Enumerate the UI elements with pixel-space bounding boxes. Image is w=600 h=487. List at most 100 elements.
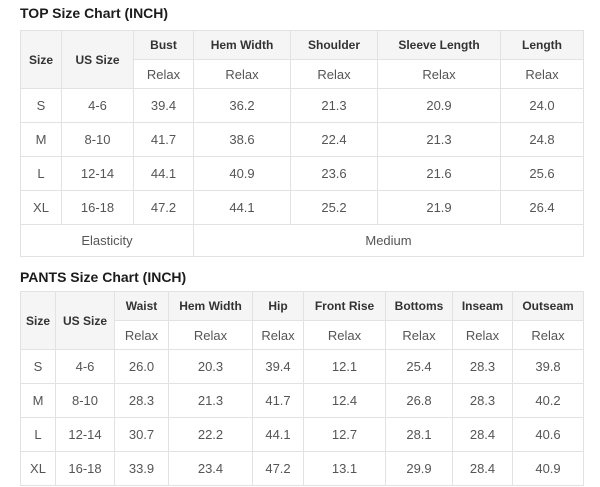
- value-cell: 39.8: [512, 349, 584, 384]
- relax-cell: Relax: [385, 320, 453, 350]
- col-header-inseam: Inseam: [452, 291, 513, 321]
- us-size-cell: 8-10: [55, 383, 115, 418]
- col-header-bottoms: Bottoms: [385, 291, 453, 321]
- value-cell: 28.3: [452, 349, 513, 384]
- value-cell: 44.1: [193, 190, 291, 225]
- value-cell: 22.2: [168, 417, 253, 452]
- col-header-hem-width: Hem Width: [168, 291, 253, 321]
- us-size-cell: 12-14: [61, 156, 134, 191]
- value-cell: 21.3: [168, 383, 253, 418]
- us-size-cell: 16-18: [61, 190, 134, 225]
- relax-cell: Relax: [303, 320, 386, 350]
- col-header-hip: Hip: [252, 291, 304, 321]
- value-cell: 28.1: [385, 417, 453, 452]
- table-row-xl: XL 16-18 33.9 23.4 47.2 13.1 29.9 28.4 4…: [20, 451, 584, 486]
- table-row-m: M 8-10 41.7 38.6 22.4 21.3 24.8: [20, 122, 584, 157]
- value-cell: 39.4: [133, 88, 194, 123]
- value-cell: 24.0: [500, 88, 584, 123]
- relax-cell: Relax: [193, 59, 291, 89]
- value-cell: 44.1: [133, 156, 194, 191]
- value-cell: 25.4: [385, 349, 453, 384]
- relax-cell: Relax: [500, 59, 584, 89]
- value-cell: 26.4: [500, 190, 584, 225]
- col-header-bust: Bust: [133, 30, 194, 60]
- value-cell: 39.4: [252, 349, 304, 384]
- value-cell: 33.9: [114, 451, 169, 486]
- relax-cell: Relax: [452, 320, 513, 350]
- table-row-s: S 4-6 39.4 36.2 21.3 20.9 24.0: [20, 88, 584, 123]
- value-cell: 28.4: [452, 451, 513, 486]
- relax-cell: Relax: [377, 59, 501, 89]
- value-cell: 20.9: [377, 88, 501, 123]
- col-header-length: Length: [500, 30, 584, 60]
- relax-cell: Relax: [512, 320, 584, 350]
- size-cell: M: [20, 383, 56, 418]
- value-cell: 40.2: [512, 383, 584, 418]
- value-cell: 40.9: [193, 156, 291, 191]
- value-cell: 38.6: [193, 122, 291, 157]
- col-header-outseam: Outseam: [512, 291, 584, 321]
- value-cell: 21.3: [377, 122, 501, 157]
- size-cell: M: [20, 122, 62, 157]
- elasticity-value: Medium: [193, 224, 584, 257]
- value-cell: 23.4: [168, 451, 253, 486]
- value-cell: 13.1: [303, 451, 386, 486]
- relax-cell: Relax: [290, 59, 378, 89]
- value-cell: 24.8: [500, 122, 584, 157]
- value-cell: 36.2: [193, 88, 291, 123]
- table-row-l: L 12-14 44.1 40.9 23.6 21.6 25.6: [20, 156, 584, 191]
- table-row-s: S 4-6 26.0 20.3 39.4 12.1 25.4 28.3 39.8: [20, 349, 584, 384]
- col-header-front-rise: Front Rise: [303, 291, 386, 321]
- elasticity-label: Elasticity: [20, 224, 194, 257]
- size-cell: XL: [20, 190, 62, 225]
- value-cell: 25.2: [290, 190, 378, 225]
- value-cell: 41.7: [133, 122, 194, 157]
- table-row-xl: XL 16-18 47.2 44.1 25.2 21.9 26.4: [20, 190, 584, 225]
- col-header-shoulder: Shoulder: [290, 30, 378, 60]
- value-cell: 29.9: [385, 451, 453, 486]
- value-cell: 40.6: [512, 417, 584, 452]
- us-size-cell: 4-6: [61, 88, 134, 123]
- relax-cell: Relax: [252, 320, 304, 350]
- col-header-waist: Waist: [114, 291, 169, 321]
- table-row-m: M 8-10 28.3 21.3 41.7 12.4 26.8 28.3 40.…: [20, 383, 584, 418]
- us-size-cell: 4-6: [55, 349, 115, 384]
- size-cell: L: [20, 156, 62, 191]
- relax-cell: Relax: [114, 320, 169, 350]
- top-header-row: Size US Size Bust Hem Width Shoulder Sle…: [20, 30, 584, 89]
- value-cell: 12.1: [303, 349, 386, 384]
- value-cell: 40.9: [512, 451, 584, 486]
- value-cell: 12.4: [303, 383, 386, 418]
- value-cell: 21.9: [377, 190, 501, 225]
- pants-size-chart-title: PANTS Size Chart (INCH): [20, 269, 187, 285]
- us-size-cell: 16-18: [55, 451, 115, 486]
- value-cell: 12.7: [303, 417, 386, 452]
- value-cell: 26.0: [114, 349, 169, 384]
- value-cell: 28.3: [114, 383, 169, 418]
- size-cell: L: [20, 417, 56, 452]
- col-header-us-size: US Size: [55, 291, 115, 350]
- col-header-sleeve-length: Sleeve Length: [377, 30, 501, 60]
- col-header-size: Size: [20, 291, 56, 350]
- value-cell: 22.4: [290, 122, 378, 157]
- value-cell: 25.6: [500, 156, 584, 191]
- relax-cell: Relax: [168, 320, 253, 350]
- top-size-chart-title: TOP Size Chart (INCH): [20, 5, 169, 21]
- elasticity-row: Elasticity Medium: [20, 224, 584, 257]
- value-cell: 47.2: [133, 190, 194, 225]
- size-cell: XL: [20, 451, 56, 486]
- value-cell: 28.4: [452, 417, 513, 452]
- value-cell: 21.6: [377, 156, 501, 191]
- value-cell: 30.7: [114, 417, 169, 452]
- relax-cell: Relax: [133, 59, 194, 89]
- us-size-cell: 12-14: [55, 417, 115, 452]
- value-cell: 47.2: [252, 451, 304, 486]
- value-cell: 28.3: [452, 383, 513, 418]
- size-cell: S: [20, 349, 56, 384]
- value-cell: 20.3: [168, 349, 253, 384]
- us-size-cell: 8-10: [61, 122, 134, 157]
- size-cell: S: [20, 88, 62, 123]
- value-cell: 44.1: [252, 417, 304, 452]
- col-header-size: Size: [20, 30, 62, 89]
